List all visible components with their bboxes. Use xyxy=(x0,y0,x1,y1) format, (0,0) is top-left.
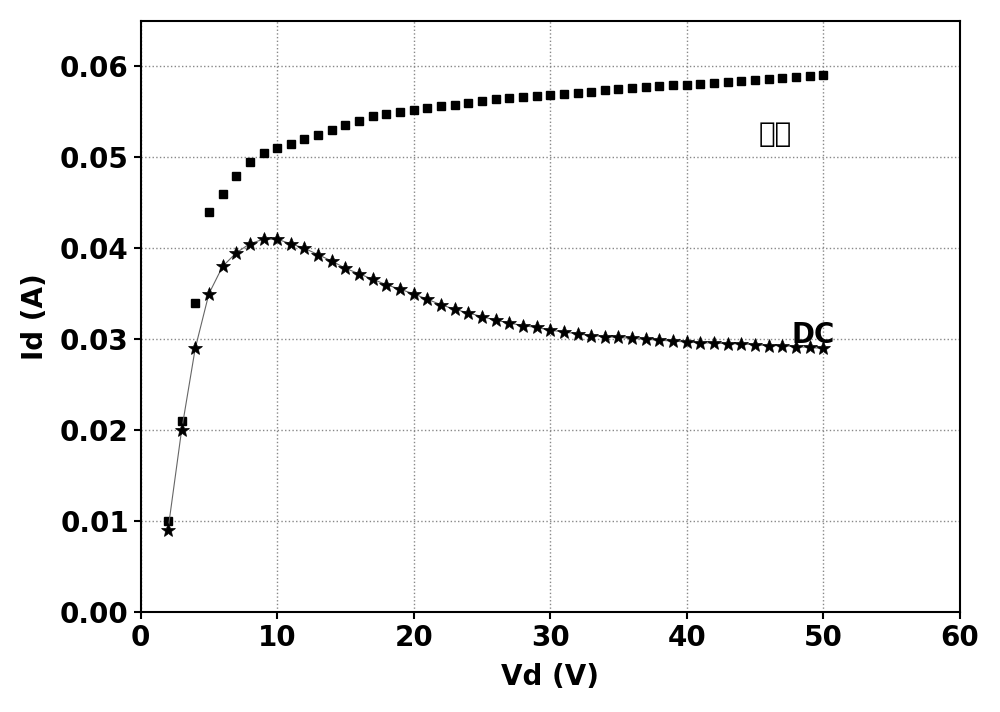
X-axis label: Vd (V): Vd (V) xyxy=(501,663,599,691)
Text: 脉冲: 脉冲 xyxy=(759,120,792,148)
Text: DC: DC xyxy=(792,321,835,349)
Y-axis label: Id (A): Id (A) xyxy=(21,273,49,360)
